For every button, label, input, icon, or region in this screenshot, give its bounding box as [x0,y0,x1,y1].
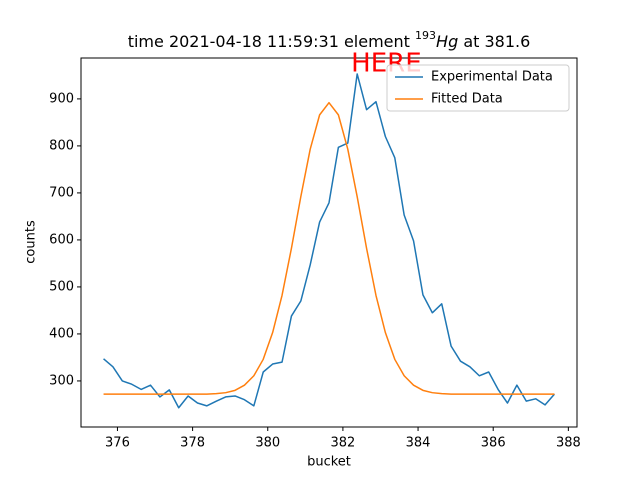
title-text: time 2021-04-18 11:59:31 element [128,32,410,51]
data-line [103,101,555,395]
chart-title: time 2021-04-18 11:59:31 element 193Hg a… [128,29,531,51]
y-tick-label: 900 [49,91,74,106]
title-mass: 193 [415,29,436,42]
x-tick-label: 386 [481,436,506,451]
legend-label: Fitted Data [431,92,503,107]
x-axis-label: bucket [307,455,351,470]
title-element: Hg [436,32,458,51]
title-text: at 381.6 [463,32,530,51]
x-tick-label: 384 [406,436,431,451]
y-tick-label: 600 [49,232,74,247]
y-tick-label: 400 [49,326,74,341]
x-tick-label: 378 [180,436,205,451]
y-tick-label: 300 [49,373,74,388]
legend-label: Experimental Data [431,70,553,85]
y-axis-label: counts [24,220,39,264]
axes-frame [80,57,578,428]
x-tick-label: 380 [255,436,280,451]
x-tick-label: 376 [105,436,130,451]
x-tick-label: 388 [556,436,581,451]
x-tick-label: 382 [330,436,355,451]
y-tick-label: 700 [49,185,74,200]
y-tick-label: 500 [49,279,74,294]
legend-box [386,64,570,112]
data-line [103,73,556,409]
y-tick-label: 800 [49,138,74,153]
